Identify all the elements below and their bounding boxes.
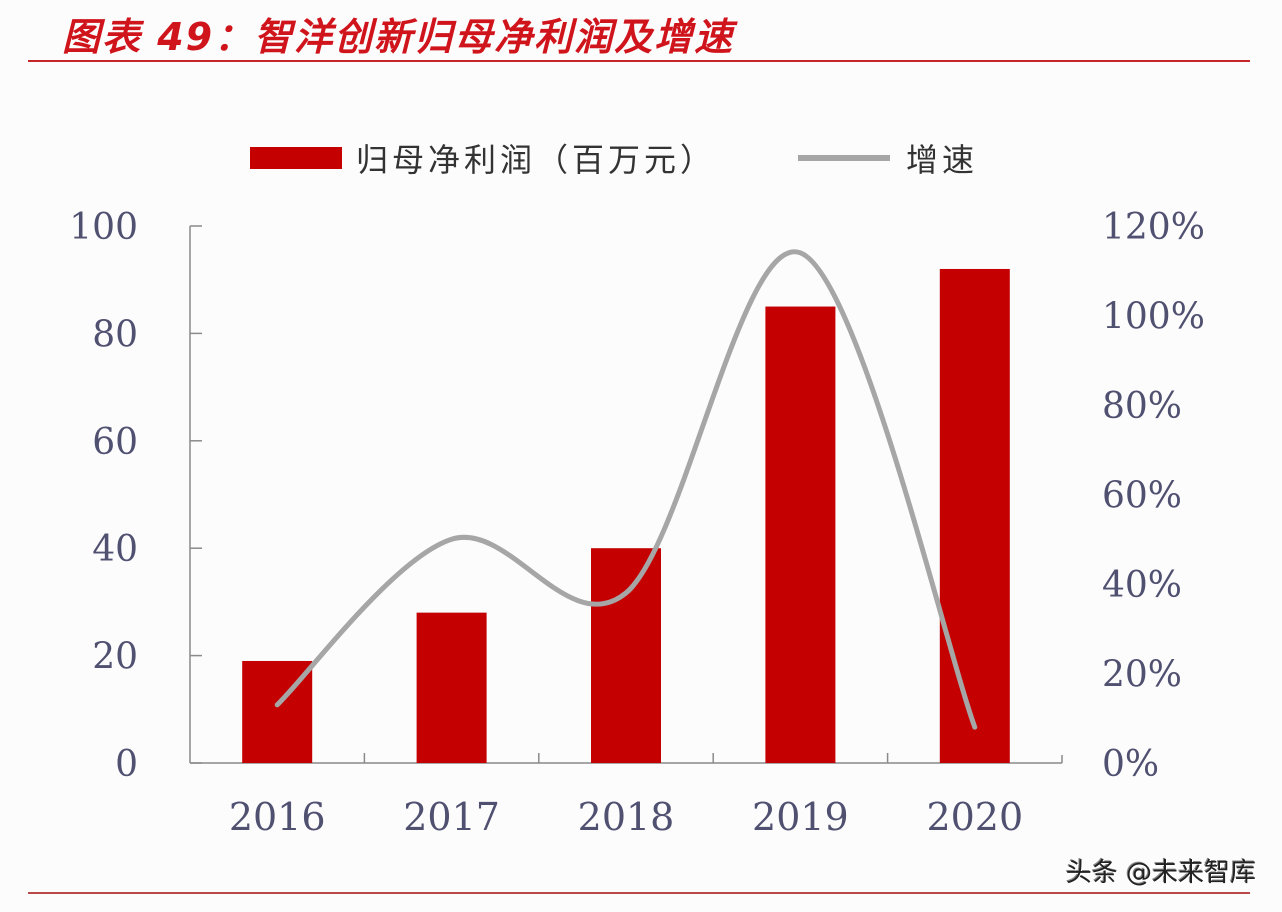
y-tick-label-right: 40% [1102,565,1182,606]
y-tick-label-right: 60% [1102,476,1182,517]
legend-item-growth: 增速 [798,135,978,181]
y-tick-label-left: 20 [92,637,138,678]
legend-label: 归母净利润（百万元） [356,141,717,179]
x-tick-label: 2017 [403,795,500,839]
y-tick-label-left: 100 [69,207,138,248]
footer-divider [28,892,1250,894]
y-tick-label-left: 40 [92,529,138,570]
y-tick-label-right: 20% [1102,655,1182,696]
y-tick-label-left: 60 [92,422,138,463]
y-tick-label-right: 80% [1102,386,1182,427]
x-tick-label: 2019 [752,795,849,839]
legend-item-net-profit: 归母净利润（百万元） [250,135,716,181]
bar [765,306,836,763]
watermark: 头条 @未来智库 [1065,858,1256,888]
bar [939,268,1010,763]
y-tick-label-left: 80 [92,314,138,355]
line-swatch-icon [798,155,891,161]
x-tick-label: 2016 [229,795,326,839]
y-tick-label-left: 0 [115,744,138,785]
legend-label: 增速 [906,141,979,179]
bar [591,548,661,763]
x-tick-label: 2018 [578,795,675,839]
y-tick-label-right: 0% [1102,744,1159,785]
bar [416,612,487,763]
legend: 归母净利润（百万元） 增速 [250,135,1060,181]
chart-title: 图表 49：智洋创新归母净利润及增速 [62,15,735,59]
y-tick-label-right: 100% [1102,297,1205,338]
growth-line [274,249,978,730]
x-tick-label: 2020 [926,795,1023,839]
title-divider [28,60,1250,62]
bar-swatch-icon [250,147,342,169]
y-tick-label-right: 120% [1102,207,1205,248]
